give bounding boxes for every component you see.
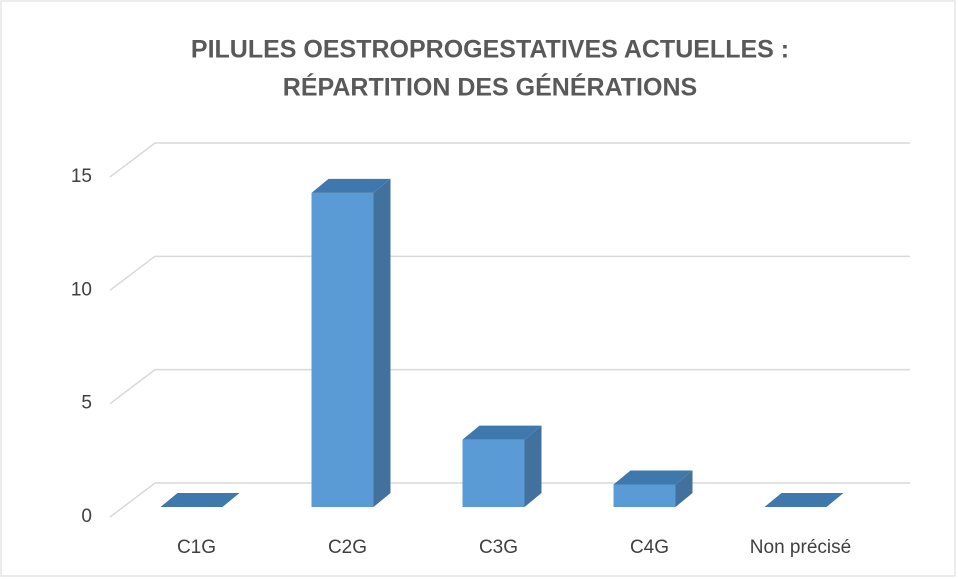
bar (613, 470, 693, 507)
grid-line (109, 255, 910, 291)
bar-top (764, 493, 844, 507)
chart-title: PILULES OESTROPROGESTATIVES ACTUELLES : (191, 36, 789, 64)
x-tick-label: C1G (177, 537, 216, 558)
bar (462, 425, 542, 507)
bar-top (613, 470, 693, 485)
bar (311, 178, 391, 507)
x-tick-label: Non précisé (750, 537, 851, 558)
chart-title: RÉPARTITION DES GÉNÉRATIONS (283, 73, 697, 102)
bar-front (311, 192, 374, 507)
bar-side (373, 178, 391, 507)
bar (764, 493, 844, 507)
bar (160, 493, 240, 507)
x-tick-label: C2G (328, 537, 367, 558)
x-tick-label: C3G (479, 537, 518, 558)
grid-line (109, 142, 910, 178)
bar-top (462, 425, 542, 440)
y-tick-label: 15 (71, 166, 92, 187)
y-tick-label: 0 (81, 506, 92, 527)
bar-side (524, 425, 542, 507)
y-tick-label: 5 (81, 393, 92, 414)
x-tick-label: C4G (630, 537, 669, 558)
bar-top (160, 493, 240, 507)
grid-line (109, 368, 910, 405)
bar-front (613, 484, 676, 507)
y-tick-label: 10 (71, 279, 92, 300)
bar-front (462, 439, 525, 507)
bar-side (675, 470, 693, 507)
bar-top (311, 178, 391, 193)
